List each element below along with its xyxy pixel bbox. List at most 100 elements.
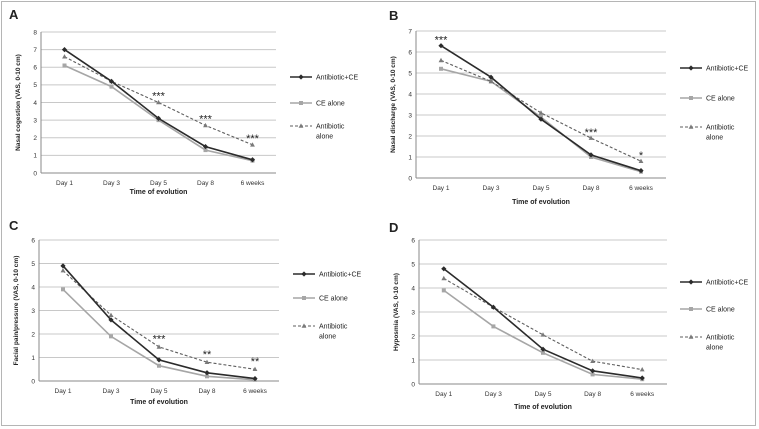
legend-label: alone [706, 135, 723, 142]
data-point [252, 376, 258, 382]
y-tick-label: 5 [411, 261, 415, 268]
legend-label: alone [319, 334, 336, 341]
x-axis-title: Time of evolution [512, 199, 570, 206]
y-tick-label: 4 [408, 91, 412, 98]
legend-label: Antibiotic [706, 125, 735, 132]
x-tick-label: 6 weeks [243, 388, 268, 395]
chart-panel-d: D 0 1 2 3 4 5 6 Day 1 Day 3 Day 5 Day 8 6 weeks Time … [389, 220, 749, 411]
data-point [61, 47, 68, 53]
x-tick-label: 6 weeks [629, 185, 654, 192]
data-point [249, 157, 256, 163]
data-point [588, 152, 594, 158]
data-point [204, 370, 210, 376]
x-tick-label: Day 3 [103, 180, 120, 187]
significance-label: *** [435, 34, 449, 46]
x-tick-label: Day 3 [103, 388, 120, 395]
data-point [204, 359, 210, 364]
chart-panel-b: B 0 1 2 3 4 5 6 7 Day 1 Day 3 Day 5 Day 8 6 weeks Time… [389, 8, 749, 206]
data-point [252, 366, 258, 372]
data-point [491, 324, 496, 329]
y-axis-title: Facial pain/pressure (VAS, 0-10 cm) [13, 256, 20, 366]
y-tick-label: 6 [33, 65, 37, 72]
data-point [62, 54, 67, 59]
data-point [250, 142, 255, 147]
data-point [538, 110, 544, 115]
data-point [203, 148, 208, 153]
data-point [438, 43, 444, 49]
x-axis-title: Time of evolution [130, 189, 188, 196]
y-tick-label: 4 [411, 285, 415, 292]
legend: Antibiotic+CE CE alone Antibiotic alone [680, 279, 749, 352]
x-axis-title: Time of evolution [130, 399, 188, 406]
data-point [441, 275, 447, 281]
legend-label: Antibiotic+CE [706, 280, 749, 287]
data-point [61, 287, 65, 292]
y-tick-label: 1 [408, 154, 412, 161]
x-tick-label: Day 5 [151, 388, 168, 395]
y-tick-label: 2 [31, 331, 35, 338]
x-tick-label: Day 5 [535, 391, 552, 398]
x-tick-label: 6 weeks [241, 180, 266, 187]
significance-label: ** [251, 356, 260, 368]
legend: Antibiotic+CE CE alone Antibiotic alone [680, 65, 749, 142]
legend-label: Antibiotic [319, 324, 348, 331]
series-line-3 [62, 270, 256, 370]
data-point [108, 312, 114, 317]
data-point [638, 158, 644, 163]
legend-label: CE alone [706, 96, 735, 103]
data-point [541, 350, 545, 355]
y-tick-label: 6 [411, 237, 415, 244]
data-point [639, 367, 645, 372]
legend-marker [689, 307, 693, 311]
data-point [488, 74, 494, 80]
significance-label: * [639, 150, 644, 162]
data-point [202, 143, 209, 150]
legend-label: Antibiotic+CE [706, 66, 749, 73]
data-point [441, 288, 446, 293]
data-point [109, 84, 114, 89]
y-tick-label: 7 [408, 28, 412, 35]
data-point [488, 78, 494, 84]
data-point [109, 334, 113, 339]
x-axis-title: Time of evolution [514, 404, 572, 411]
legend-label: CE alone [316, 101, 345, 108]
series-line-1 [440, 45, 642, 172]
series-line-1 [64, 48, 253, 161]
x-tick-label: Day 8 [584, 391, 601, 398]
legend-marker [298, 123, 304, 128]
legend-marker [301, 271, 307, 277]
data-point [638, 168, 644, 174]
panel-letter: B [389, 8, 398, 23]
y-tick-label: 5 [408, 70, 412, 77]
y-axis-title: Nasal discharge (VAS, 0-10 cm) [390, 56, 397, 153]
y-tick-label: 3 [31, 308, 35, 315]
legend-label: Antibiotic [316, 124, 345, 131]
legend-label: Antibiotic+CE [316, 75, 359, 82]
data-point [639, 375, 645, 381]
y-tick-label: 6 [408, 49, 412, 56]
significance-label: *** [585, 127, 599, 139]
data-point [438, 57, 444, 63]
data-point [108, 78, 115, 84]
x-tick-label: Day 3 [483, 185, 500, 192]
data-point [205, 374, 209, 379]
data-point [490, 304, 496, 310]
y-tick-label: 1 [411, 357, 415, 364]
legend: Antibiotic+CE CE alone Antibiotic alone [293, 271, 362, 341]
y-tick-label: 0 [408, 175, 412, 182]
panel-letter: D [389, 220, 398, 235]
data-point [108, 317, 114, 323]
data-point [156, 357, 162, 363]
data-point [590, 358, 595, 363]
panel-letter: A [9, 7, 19, 22]
data-point [540, 332, 546, 337]
legend-marker [301, 323, 307, 328]
data-point [538, 116, 544, 122]
y-tick-label: 4 [31, 284, 35, 291]
y-tick-label: 2 [408, 133, 412, 140]
legend-label: alone [706, 345, 723, 352]
data-point [203, 122, 208, 128]
x-tick-label: Day 3 [485, 391, 502, 398]
x-tick-label: 6 weeks [630, 391, 655, 398]
